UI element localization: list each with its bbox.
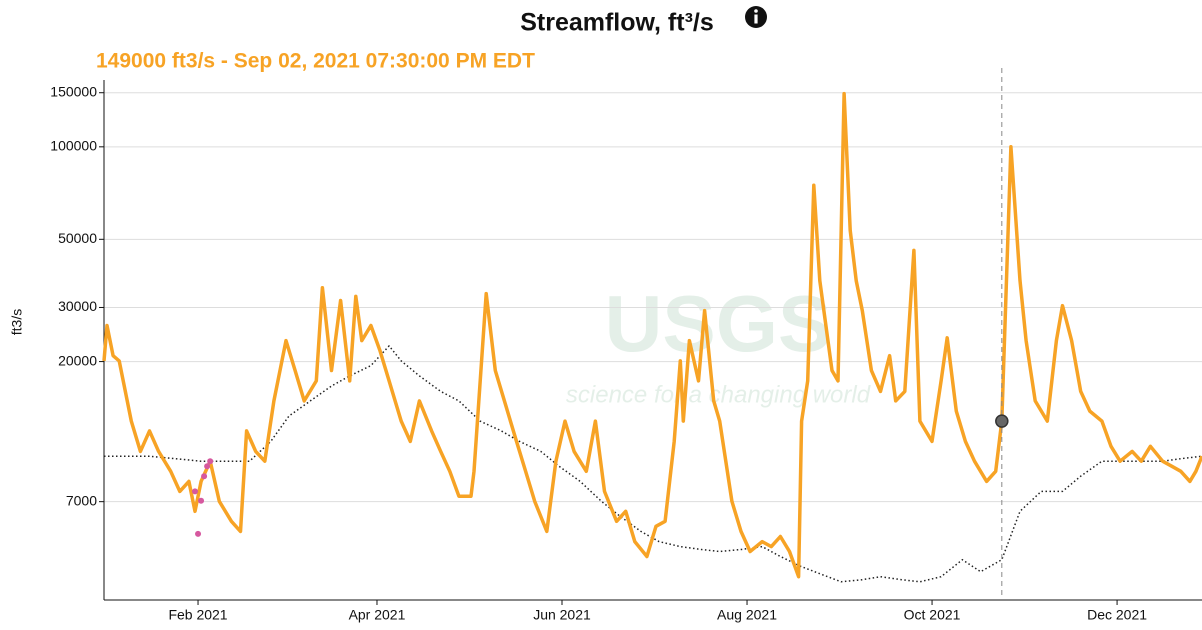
y-tick-label: 100000 (50, 138, 97, 154)
chart-title: Streamflow, ft³/s (520, 9, 714, 37)
median-line (104, 345, 1202, 583)
data-point (198, 497, 205, 504)
data-point (204, 463, 211, 470)
chart-subtitle: 149000 ft3/s - Sep 02, 2021 07:30:00 PM … (96, 50, 535, 73)
y-tick-label: 30000 (58, 298, 97, 314)
watermark-tagline: science for a changing world (566, 381, 871, 408)
y-tick-label: 7000 (66, 492, 97, 508)
y-tick-label: 150000 (50, 83, 97, 99)
y-tick-label: 50000 (58, 230, 97, 246)
x-tick-label: Oct 2021 (904, 607, 961, 623)
streamflow-line (102, 91, 1202, 579)
x-tick-label: Jun 2021 (533, 607, 591, 623)
watermark-logo: USGS (605, 279, 832, 368)
y-tick-label: 20000 (58, 352, 97, 368)
x-tick-label: Aug 2021 (717, 607, 777, 623)
x-tick-label: Apr 2021 (349, 607, 406, 623)
highlight-point (995, 414, 1009, 428)
data-point (207, 458, 214, 465)
x-tick-label: Feb 2021 (168, 607, 227, 623)
data-point (201, 473, 208, 480)
y-axis-label: ft3/s (9, 309, 25, 335)
x-tick-label: Dec 2021 (1087, 607, 1147, 623)
data-point (195, 530, 202, 537)
data-point (191, 488, 198, 495)
info-icon[interactable] (745, 6, 767, 28)
